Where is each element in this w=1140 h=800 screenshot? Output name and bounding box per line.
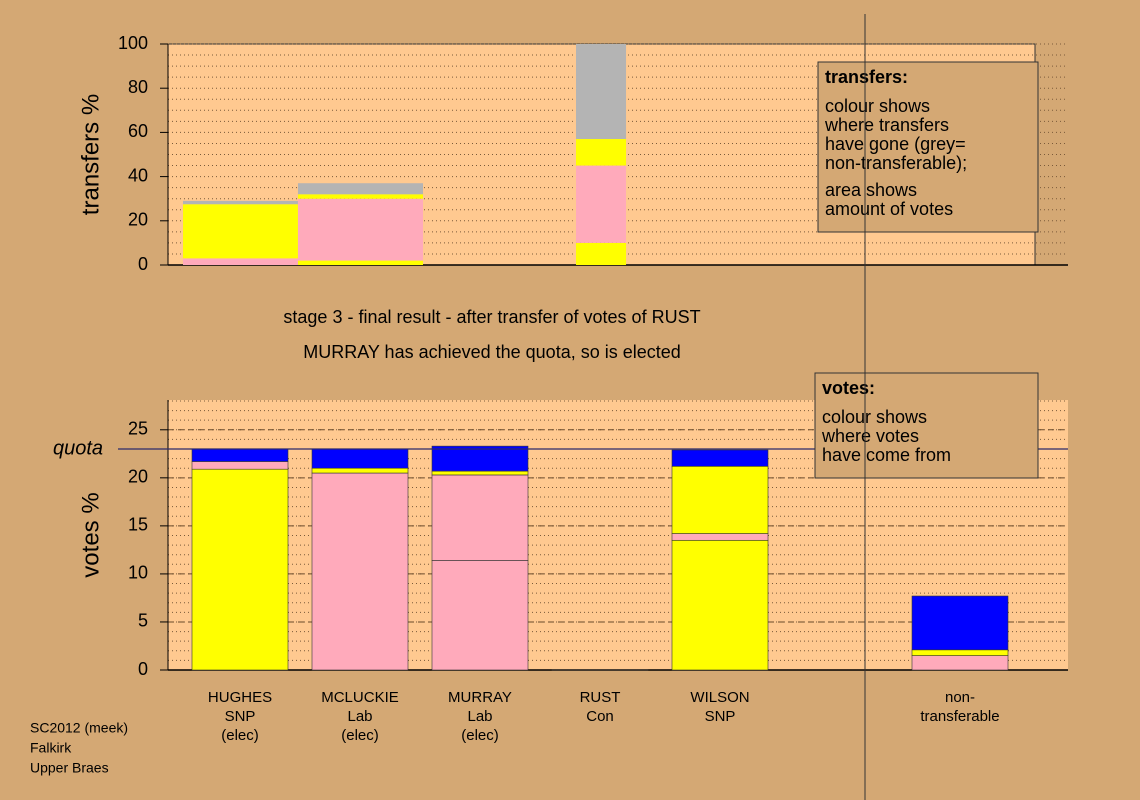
bar-segment [431, 445, 529, 472]
x-tick-label: RUST [580, 689, 621, 706]
x-tick-label: MCLUCKIE [321, 689, 399, 706]
legend-title: transfers: [825, 67, 908, 87]
legend-text: colour shows [825, 96, 930, 116]
y-tick-label: 25 [128, 419, 148, 439]
y-tick-label: 0 [138, 659, 148, 679]
y-tick-label: 80 [128, 77, 148, 97]
legend-text: where transfers [824, 115, 949, 135]
x-tick-label: (elec) [461, 727, 499, 744]
y-axis-label: votes % [77, 492, 104, 577]
bar-segment [671, 533, 769, 541]
y-tick-label: 20 [128, 210, 148, 230]
bar-segment [183, 204, 298, 259]
legend-text: non-transferable); [825, 153, 967, 173]
legend-text: area shows [825, 180, 917, 200]
quota-label: quota [53, 437, 103, 459]
bar-segment [671, 539, 769, 671]
x-tick-label: Lab [347, 708, 372, 725]
bar-segment [297, 198, 423, 261]
bar-segment [297, 194, 423, 199]
bar-segment [911, 649, 1009, 656]
footer-text: Falkirk [30, 740, 72, 756]
y-tick-label: 60 [128, 121, 148, 141]
x-tick-label: HUGHES [208, 689, 272, 706]
legend-text: have come from [822, 445, 951, 465]
bar-segment [576, 139, 627, 166]
bar-segment [311, 448, 409, 469]
x-tick-label: (elec) [221, 727, 259, 744]
legend-text: have gone (grey= [825, 134, 966, 154]
footer-text: Upper Braes [30, 760, 109, 776]
bar-segment [183, 258, 298, 265]
legend-title: votes: [822, 378, 875, 398]
chart-title: MURRAY has achieved the quota, so is ele… [303, 342, 681, 362]
chart-title: stage 3 - final result - after transfer … [283, 307, 700, 327]
y-tick-label: 10 [128, 563, 148, 583]
x-tick-label: WILSON [690, 689, 749, 706]
y-tick-label: 0 [138, 254, 148, 274]
x-tick-label: non- [945, 689, 975, 706]
legend-text: where votes [821, 426, 919, 446]
bar-segment [431, 474, 529, 561]
x-tick-label: Lab [467, 708, 492, 725]
bar-segment [191, 468, 289, 671]
y-tick-label: 40 [128, 165, 148, 185]
bar-segment [191, 461, 289, 470]
bar-segment [911, 655, 1009, 671]
bar-segment [671, 465, 769, 534]
y-tick-label: 20 [128, 467, 148, 487]
bar-segment [183, 200, 298, 205]
bar-segment [671, 449, 769, 467]
legend-text: amount of votes [825, 199, 953, 219]
y-tick-label: 15 [128, 515, 148, 535]
y-axis-label: transfers % [77, 94, 104, 215]
bar-segment [576, 165, 627, 243]
bar-segment [431, 560, 529, 671]
legend-box [814, 372, 1039, 479]
bar-segment [191, 448, 289, 462]
legend-text: colour shows [822, 407, 927, 427]
y-tick-label: 100 [118, 33, 148, 53]
x-tick-label: SNP [225, 708, 256, 725]
bar-segment [576, 242, 627, 265]
x-tick-label: SNP [705, 708, 736, 725]
bar-segment [311, 467, 409, 474]
footer-text: SC2012 (meek) [30, 720, 128, 736]
x-tick-label: transferable [920, 708, 999, 725]
bar-segment [911, 595, 1009, 651]
bar-segment [297, 260, 423, 265]
legend-box [817, 61, 1039, 233]
bar-segment [311, 472, 409, 671]
x-tick-label: Con [586, 708, 614, 725]
y-tick-label: 5 [138, 611, 148, 631]
x-tick-label: (elec) [341, 727, 379, 744]
bar-segment [431, 470, 529, 476]
bar-segment [576, 44, 627, 140]
bar-segment [297, 183, 423, 195]
x-tick-label: MURRAY [448, 689, 512, 706]
